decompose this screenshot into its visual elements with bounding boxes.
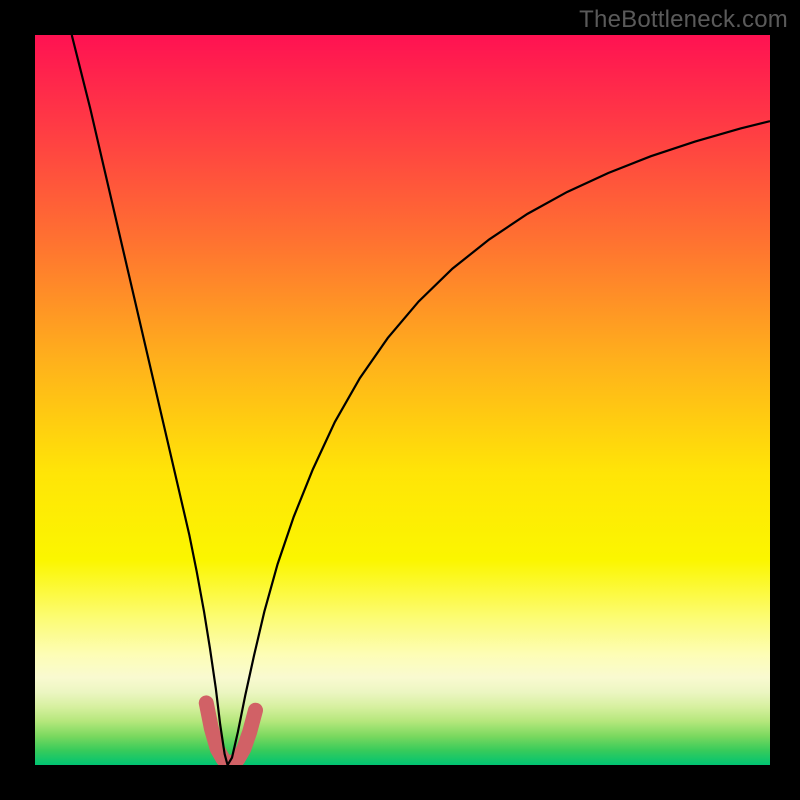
watermark-text: TheBottleneck.com bbox=[579, 6, 788, 34]
highlight-stroke bbox=[206, 703, 255, 763]
chart-plot-area bbox=[35, 35, 770, 765]
bottleneck-curve bbox=[72, 35, 770, 765]
bottleneck-curve-svg bbox=[35, 35, 770, 765]
